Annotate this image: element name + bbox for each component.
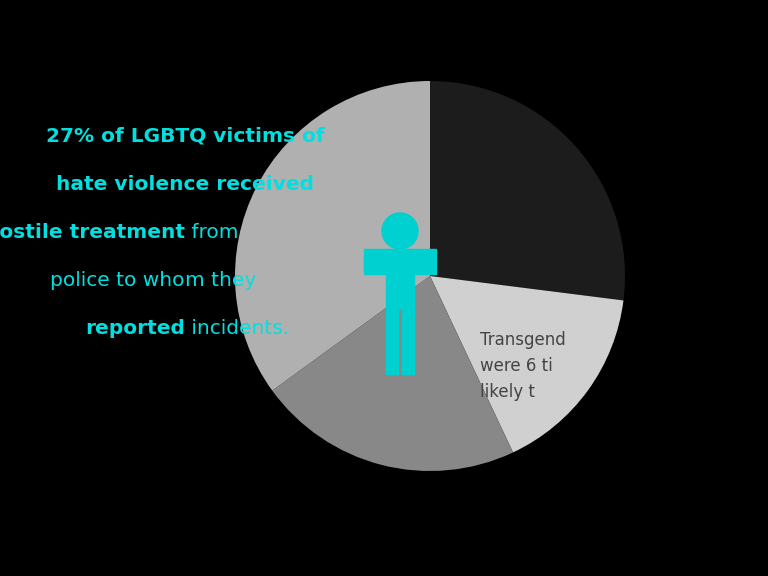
Text: from: from <box>185 222 239 241</box>
Text: hostile treatment: hostile treatment <box>0 222 185 241</box>
Wedge shape <box>235 81 430 391</box>
FancyBboxPatch shape <box>414 249 436 274</box>
Circle shape <box>382 213 418 249</box>
Wedge shape <box>272 276 513 471</box>
FancyBboxPatch shape <box>402 309 414 374</box>
Text: incidents.: incidents. <box>185 319 289 338</box>
Wedge shape <box>430 276 624 452</box>
Text: 27% of LGBTQ victims of: 27% of LGBTQ victims of <box>45 127 324 146</box>
Text: m they: m they <box>185 271 257 290</box>
Text: hate violence received: hate violence received <box>56 175 314 194</box>
FancyBboxPatch shape <box>386 309 398 374</box>
Text: Transgend
were 6 ti
likely t: Transgend were 6 ti likely t <box>480 331 566 401</box>
FancyBboxPatch shape <box>386 249 414 309</box>
Text: reported: reported <box>85 319 185 338</box>
Text: police to who: police to who <box>51 271 185 290</box>
Wedge shape <box>430 81 625 301</box>
FancyBboxPatch shape <box>364 249 386 274</box>
